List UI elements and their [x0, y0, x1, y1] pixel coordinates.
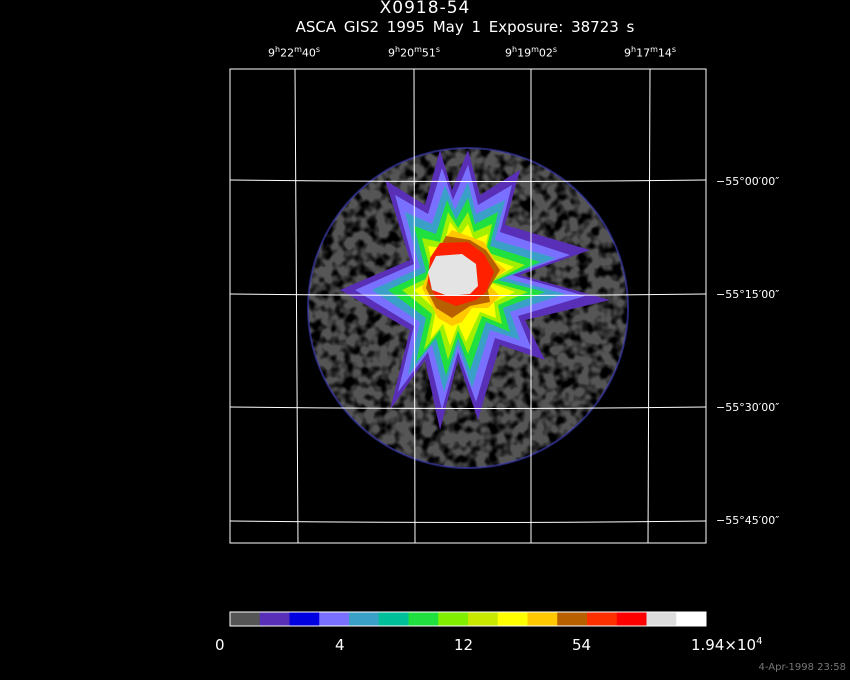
ra-tick-label: 9h19m02s	[505, 45, 558, 60]
colorbar-swatch	[587, 612, 618, 626]
colorbar-swatch	[497, 612, 528, 626]
grid-ra-line	[294, 69, 299, 543]
colorbar-swatch	[468, 612, 499, 626]
contour-white	[428, 254, 478, 296]
grid-ra-line	[647, 69, 651, 543]
colorbar-label: 0	[215, 636, 225, 654]
colorbar-swatch	[289, 612, 320, 626]
field-edge	[307, 147, 629, 469]
colorbar-max-label: 1.94×104	[691, 636, 763, 654]
colorbar-swatch	[259, 612, 290, 626]
colorbar-swatch	[646, 612, 677, 626]
ra-tick-label: 9h20m51s	[388, 45, 441, 60]
colorbar-swatch	[378, 612, 409, 626]
coordinate-grid	[230, 69, 706, 543]
timestamp: 4-Apr-1998 23:58	[758, 662, 846, 673]
grid-dec-line	[230, 293, 706, 296]
colorbar	[230, 612, 707, 626]
grid-ra-line	[413, 69, 416, 543]
dec-tick-label: −55°15′00″	[716, 288, 780, 301]
colorbar-swatch	[676, 612, 707, 626]
dec-tick-label: −55°45′00″	[716, 514, 780, 527]
colorbar-swatch	[438, 612, 469, 626]
colorbar-label: 12	[454, 636, 474, 654]
colorbar-label: 54	[572, 636, 592, 654]
colorbar-label: 4	[335, 636, 345, 654]
dec-tick-label: −55°00′00″	[716, 175, 780, 188]
grid-dec-line	[230, 520, 706, 523]
colorbar-swatch	[408, 612, 439, 626]
colorbar-swatch	[349, 612, 380, 626]
colorbar-swatch	[319, 612, 350, 626]
grid-dec-line	[230, 406, 706, 409]
colorbar-frame	[229, 611, 707, 627]
grid-dec-line	[230, 179, 706, 182]
image-subtitle: ASCA GIS2 1995 May 1 Exposure: 38723 s	[295, 18, 635, 36]
plot-frame	[229, 68, 707, 544]
ra-tick-label: 9h17m14s	[624, 45, 677, 60]
dec-tick-label: −55°30′00″	[716, 401, 780, 414]
source-contours	[340, 150, 610, 430]
colorbar-swatch	[230, 612, 261, 626]
colorbar-swatch	[527, 612, 558, 626]
image-title: X0918-54	[379, 0, 471, 18]
colorbar-swatch	[616, 612, 647, 626]
ra-tick-label: 9h22m40s	[268, 45, 321, 60]
colorbar-swatch	[557, 612, 588, 626]
